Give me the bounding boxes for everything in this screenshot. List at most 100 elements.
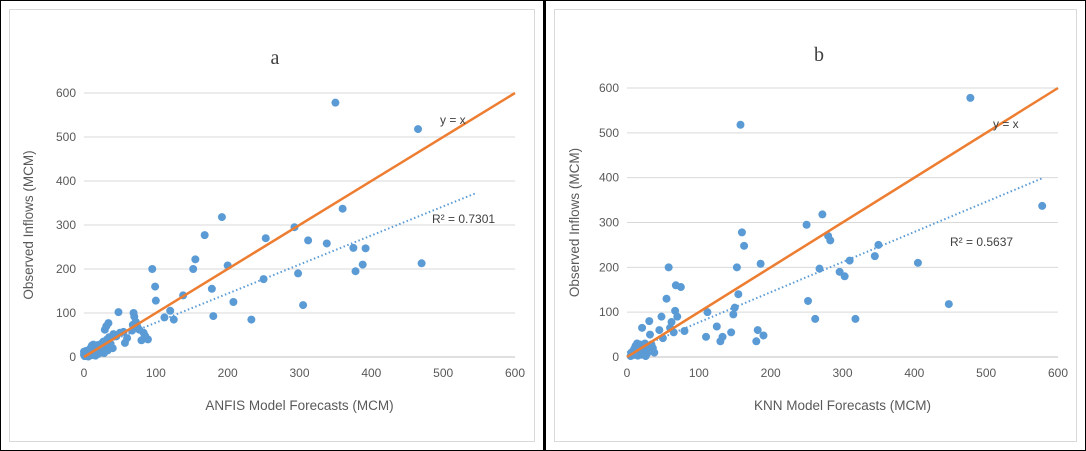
data-point xyxy=(209,312,218,321)
data-point xyxy=(966,93,975,102)
data-point xyxy=(732,263,741,272)
y-axis-label: Observed Inflows (MCM) xyxy=(567,148,582,297)
data-point xyxy=(338,204,347,213)
data-point xyxy=(638,323,647,332)
x-tick-label: 100 xyxy=(146,366,166,380)
chart-title: b xyxy=(814,44,824,66)
x-tick-label: 300 xyxy=(832,366,852,380)
r-squared-label: R² = 0.5637 xyxy=(950,235,1013,249)
data-point xyxy=(104,319,113,328)
data-point xyxy=(645,317,654,326)
data-point xyxy=(703,308,712,317)
data-point xyxy=(737,228,746,237)
data-point xyxy=(845,256,854,265)
data-point xyxy=(712,322,721,331)
identity-line-label: y = x xyxy=(993,117,1019,131)
data-point xyxy=(664,263,673,272)
x-tick-label: 0 xyxy=(81,366,88,380)
data-point xyxy=(662,294,671,303)
data-point xyxy=(655,326,664,335)
identity-line xyxy=(626,86,1059,359)
data-point xyxy=(727,328,736,337)
data-point xyxy=(740,241,749,250)
data-point xyxy=(247,315,256,324)
data-point xyxy=(200,231,209,240)
x-tick-label: 500 xyxy=(433,366,453,380)
data-point xyxy=(304,236,313,245)
x-tick-label: 0 xyxy=(624,366,631,380)
x-tick-label: 400 xyxy=(361,366,381,380)
data-point xyxy=(417,259,426,268)
y-tick-label: 300 xyxy=(56,218,76,232)
x-tick-label: 400 xyxy=(904,366,924,380)
data-point xyxy=(676,283,685,292)
data-point xyxy=(643,349,652,358)
y-tick-label: 400 xyxy=(56,174,76,188)
data-point xyxy=(734,290,743,299)
data-point xyxy=(361,244,370,253)
data-point xyxy=(729,310,738,319)
data-point xyxy=(123,334,132,343)
y-tick-label: 500 xyxy=(56,130,76,144)
x-tick-label: 300 xyxy=(289,366,309,380)
trendline xyxy=(626,176,1045,354)
x-axis-label: KNN Model Forecasts (MCM) xyxy=(754,398,931,413)
chart-panel-b: b 0 100 200 300 400 500 600 0 100 200 300 400 500 600 K… xyxy=(544,0,1086,451)
y-tick-label: 600 xyxy=(56,86,76,100)
data-point xyxy=(143,335,152,344)
data-point xyxy=(673,312,682,321)
data-point xyxy=(414,125,423,134)
data-point xyxy=(294,269,303,278)
data-point xyxy=(160,313,169,322)
data-point xyxy=(870,252,879,261)
data-point xyxy=(818,210,827,219)
data-point xyxy=(322,239,331,248)
data-point xyxy=(108,344,117,353)
data-point xyxy=(358,260,367,269)
x-tick-label: 600 xyxy=(1048,366,1068,380)
x-tick-label: 100 xyxy=(689,366,709,380)
x-tick-label: 200 xyxy=(761,366,781,380)
data-point xyxy=(840,272,849,281)
scatter-chart-b: b 0 100 200 300 400 500 600 0 100 200 300 400 500 600 K… xyxy=(567,44,1068,413)
data-point xyxy=(759,331,768,340)
y-tick-label: 500 xyxy=(599,126,619,140)
data-point xyxy=(944,300,953,309)
data-point xyxy=(299,301,308,310)
data-point xyxy=(667,318,676,327)
y-tick-label: 300 xyxy=(599,216,619,230)
data-point xyxy=(207,284,216,293)
data-point xyxy=(730,303,739,312)
chart-title: a xyxy=(271,47,280,69)
data-point xyxy=(657,312,666,321)
chart-frame-b: b 0 100 200 300 400 500 600 0 100 200 300 400 500 600 K… xyxy=(554,9,1077,442)
data-point xyxy=(166,306,175,315)
data-point xyxy=(680,326,689,335)
data-point xyxy=(874,240,883,249)
data-point xyxy=(802,220,811,229)
data-point xyxy=(756,259,765,268)
x-tick-label: 200 xyxy=(218,366,238,380)
y-tick-label: 200 xyxy=(599,260,619,274)
data-point xyxy=(148,265,157,273)
data-point xyxy=(261,234,270,243)
chart-frame-a: a 0 100 200 300 400 500 600 0 100 200 300 400 500 600 A… xyxy=(9,9,535,442)
data-point xyxy=(1038,201,1047,210)
data-point xyxy=(650,348,659,357)
data-point xyxy=(753,326,762,335)
identity-line xyxy=(83,91,516,359)
data-point xyxy=(826,236,835,245)
data-point xyxy=(815,264,824,273)
chart-panel-a: a 0 100 200 300 400 500 600 0 100 200 300 400 500 600 A… xyxy=(0,0,544,451)
data-point xyxy=(804,296,813,305)
data-point xyxy=(191,255,200,264)
data-point xyxy=(114,308,123,317)
y-tick-label: 200 xyxy=(56,262,76,276)
data-point xyxy=(736,120,745,129)
y-tick-label: 0 xyxy=(612,350,619,364)
data-point xyxy=(189,265,198,273)
scatter-chart-a: a 0 100 200 300 400 500 600 0 100 200 300 400 500 600 A… xyxy=(21,47,525,413)
x-axis-label: ANFIS Model Forecasts (MCM) xyxy=(205,398,393,413)
data-point xyxy=(645,330,654,339)
data-point xyxy=(331,98,340,107)
